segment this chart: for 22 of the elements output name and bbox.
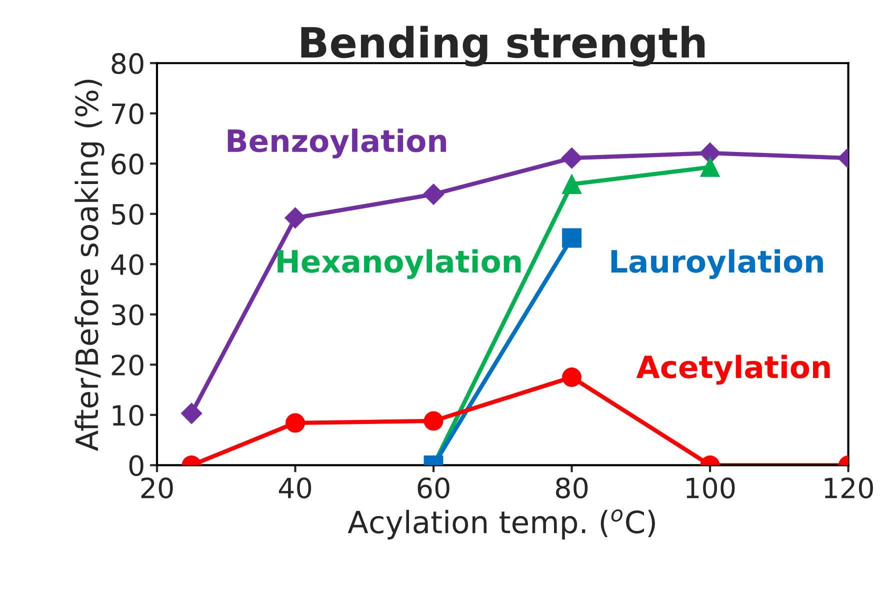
series-label: Benzoylation bbox=[228, 128, 446, 158]
y-tick-label: 0 bbox=[129, 455, 144, 476]
series-label: Lauroylation bbox=[611, 249, 823, 280]
y-tick-label: 20 bbox=[112, 354, 144, 376]
y-tick-label: 70 bbox=[112, 103, 144, 124]
x-axis-title: Acylation temp. ($^{o}$C) bbox=[348, 509, 655, 540]
y-tick-label: 40 bbox=[111, 254, 144, 276]
y-tick-label: 10 bbox=[112, 404, 144, 426]
x-tick-label: 120 bbox=[824, 477, 873, 498]
x-tick-label: 60 bbox=[418, 477, 450, 498]
y-tick-label: 60 bbox=[112, 154, 144, 175]
y-tick-label: 80 bbox=[112, 53, 144, 74]
y-tick-label: 50 bbox=[112, 204, 144, 225]
x-tick-label: 80 bbox=[556, 477, 588, 498]
series-label: Acetylation bbox=[636, 354, 830, 385]
series-label: Hexanoylation bbox=[278, 249, 521, 280]
chart-title: Bending strength bbox=[301, 26, 705, 67]
x-tick-label: 100 bbox=[686, 477, 735, 498]
x-tick-label: 20 bbox=[141, 477, 173, 498]
y-tick-label: 30 bbox=[112, 304, 144, 326]
y-axis-title: After/Before soaking (%) bbox=[74, 80, 104, 451]
x-tick-label: 40 bbox=[278, 477, 312, 498]
